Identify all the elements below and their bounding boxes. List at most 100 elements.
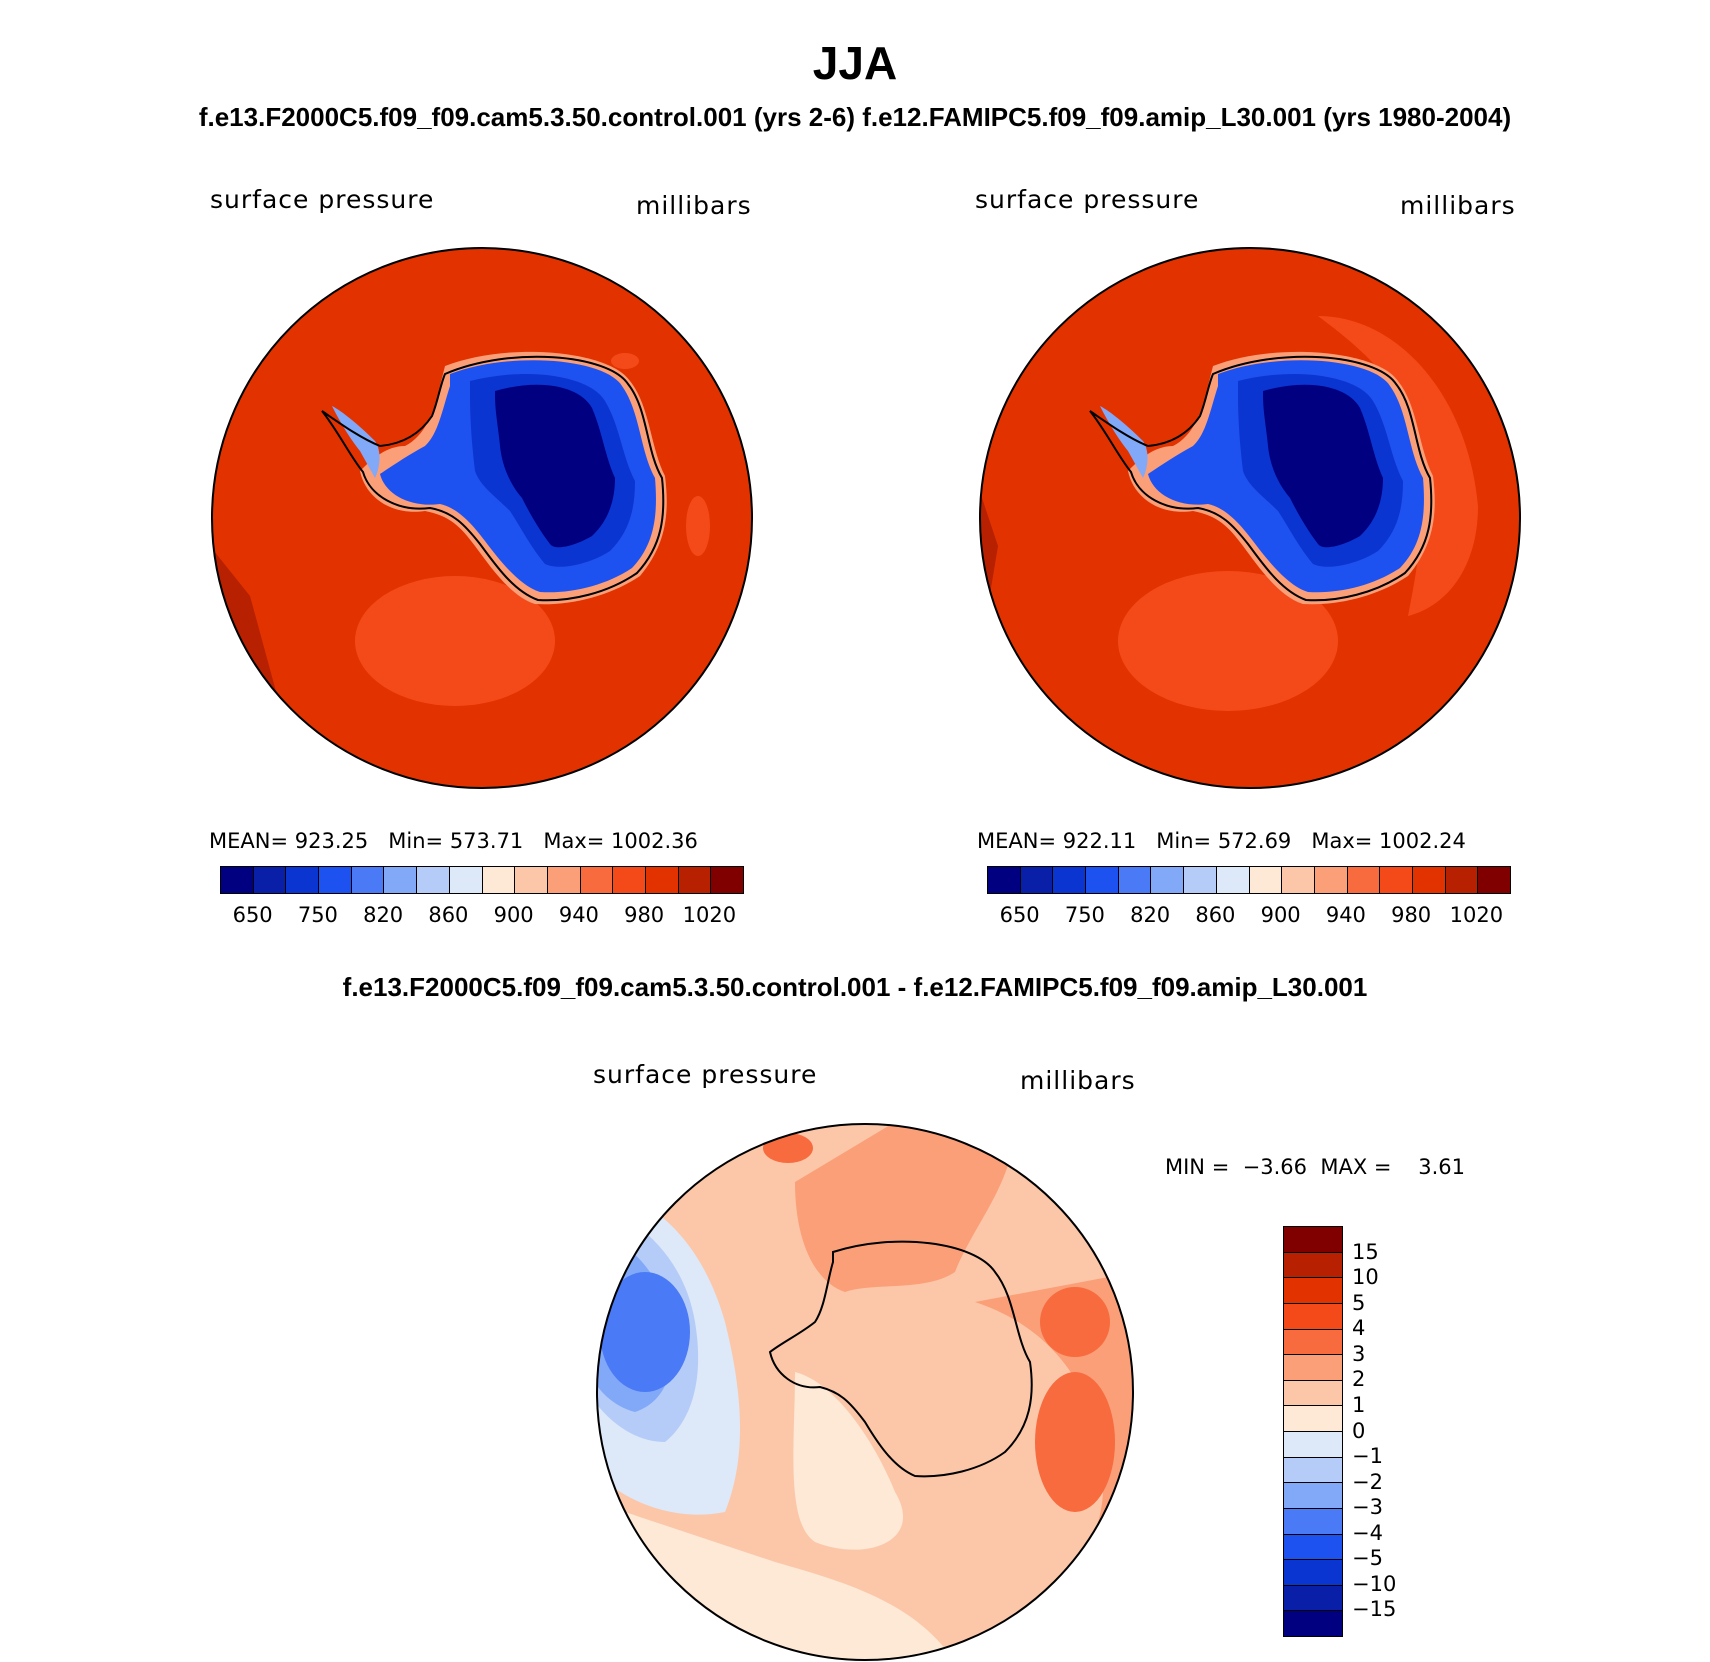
coastline [768,1240,1033,1478]
colorbar-tick-label: 820 [1130,903,1171,927]
colorbar-swatch [221,867,254,893]
colorbar-swatch [286,867,320,893]
colorbar-swatch [1151,867,1185,893]
colorbar-swatch [1284,1585,1342,1612]
colorbar-swatch [1412,867,1446,893]
page-title: JJA [812,37,898,89]
left-variable-label: surface pressure [210,185,435,214]
colorbar-swatch [1284,1406,1342,1432]
colorbar-tick-label: 1 [1352,1392,1366,1417]
colorbar-tick-label: 750 [297,903,338,927]
colorbar-swatch [580,867,614,893]
colorbar-swatch [1284,1329,1342,1356]
diff-stats: MIN = −3.66 MAX = 3.61 [1165,1155,1465,1179]
diff-units-label: millibars [1020,1066,1136,1095]
colorbar-swatch [1086,867,1119,893]
left-units-label: millibars [636,191,752,220]
weddell-anomaly [355,576,555,706]
colorbar-swatch [1284,1432,1342,1458]
colorbar-swatch [351,867,385,893]
colorbar-swatch [1249,867,1283,893]
colorbar-swatch [1216,867,1250,893]
left-stats: MEAN= 923.25 Min= 573.71 Max= 1002.36 [209,829,698,853]
colorbar-tick-label: 10 [1352,1265,1379,1290]
right-stats: MEAN= 922.11 Min= 572.69 Max= 1002.24 [977,829,1466,853]
colorbar-swatch [1284,1252,1342,1279]
colorbar-swatch [988,867,1021,893]
colorbar-swatch [1284,1534,1342,1561]
colorbar-swatch [711,867,743,893]
east-anomaly [1318,316,1478,616]
colorbar-swatch [613,867,646,893]
right-colorbar [987,866,1511,894]
colorbar-swatch [253,867,287,893]
colorbar-tick-label: 860 [1195,903,1236,927]
colorbar-swatch [417,867,450,893]
right-min-value: 572.69 [1217,829,1292,853]
colorbar-swatch [1284,1457,1342,1484]
colorbar-swatch [1380,867,1413,893]
colorbar-tick-label: 5 [1352,1290,1366,1315]
colorbar-swatch [1284,1560,1342,1586]
colorbar-tick-label: 650 [999,903,1040,927]
map-boundary [211,247,753,789]
colorbar-tick-label: 750 [1064,903,1105,927]
peninsula [1100,406,1148,478]
colorbar-tick-label: −5 [1352,1546,1383,1571]
difference-polar-map [596,1123,1134,1661]
case-subtitle: f.e13.F2000C5.f09_f09.cam5.3.50.control.… [198,102,1512,132]
difference-title: f.e13.F2000C5.f09_f09.cam5.3.50.control.… [342,972,1368,1002]
diff-variable-label: surface pressure [593,1060,818,1089]
colorbar-tick-label: 3 [1352,1341,1366,1366]
colorbar-swatch [1478,867,1510,893]
left-colorbar [220,866,744,894]
colorbar-swatch [1284,1611,1342,1636]
colorbar-tick-label: 1020 [682,903,737,927]
colorbar-swatch [678,867,712,893]
colorbar-tick-label: 980 [1391,903,1432,927]
colorbar-tick-label: 820 [363,903,404,927]
colorbar-tick-label: −2 [1352,1469,1383,1494]
colorbar-swatch [1282,867,1315,893]
colorbar-tick-label: 1020 [1449,903,1504,927]
colorbar-swatch [1118,867,1152,893]
weddell-anomaly [1118,571,1338,711]
colorbar-tick-label: −10 [1352,1571,1397,1596]
colorbar-tick-label: −3 [1352,1495,1383,1520]
peninsula [332,406,380,478]
colorbar-swatch [1347,867,1381,893]
colorbar-swatch [547,867,581,893]
colorbar-tick-label: −4 [1352,1520,1383,1545]
colorbar-swatch [319,867,352,893]
colorbar-swatch [515,867,548,893]
diff-max-value: 3.61 [1418,1155,1465,1179]
colorbar-swatch [1284,1355,1342,1381]
right-max-value: 1002.24 [1379,829,1466,853]
colorbar-tick-label: 15 [1352,1239,1379,1264]
colorbar-tick-label: −15 [1352,1597,1397,1622]
colorbar-tick-label: 0 [1352,1418,1366,1443]
colorbar-tick-label: 4 [1352,1316,1366,1341]
colorbar-swatch [449,867,483,893]
colorbar-swatch [1053,867,1087,893]
colorbar-swatch [1284,1508,1342,1535]
right-mean-value: 922.11 [1062,829,1137,853]
colorbar-swatch [482,867,516,893]
colorbar-swatch [645,867,679,893]
colorbar-tick-label: 860 [428,903,469,927]
map-boundary [979,247,1521,789]
colorbar-swatch [1020,867,1054,893]
colorbar-tick-label: 980 [624,903,665,927]
diff-min-value: −3.66 [1242,1155,1308,1179]
right-units-label: millibars [1400,191,1516,220]
colorbar-swatch [1314,867,1348,893]
colorbar-tick-label: 900 [1260,903,1301,927]
colorbar-tick-label: 940 [558,903,599,927]
difference-colorbar [1283,1226,1343,1637]
colorbar-swatch [384,867,418,893]
colorbar-swatch [1284,1278,1342,1304]
right-variable-label: surface pressure [975,185,1200,214]
colorbar-swatch [1284,1303,1342,1330]
colorbar-swatch [1284,1380,1342,1407]
left-max-value: 1002.36 [611,829,698,853]
